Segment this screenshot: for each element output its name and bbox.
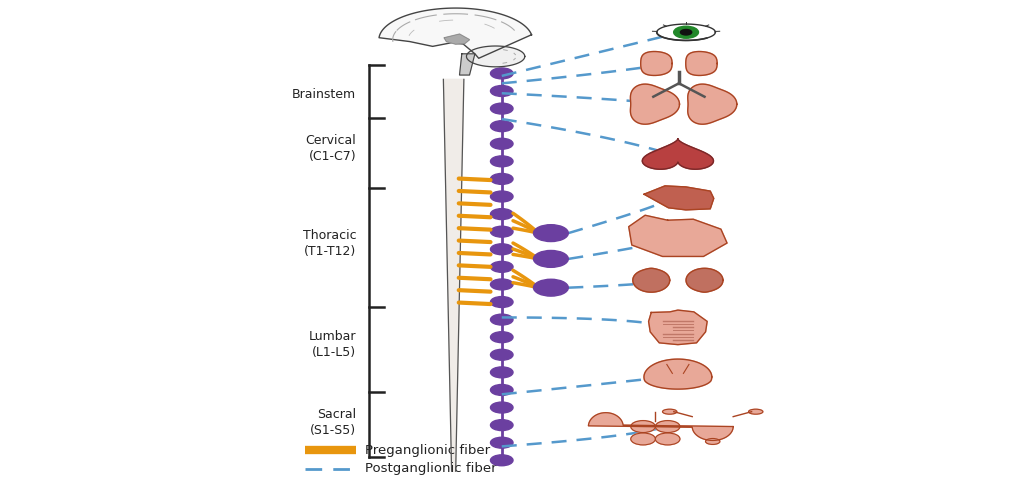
Circle shape (490, 174, 513, 185)
Circle shape (490, 332, 513, 343)
Circle shape (490, 226, 513, 237)
Circle shape (490, 297, 513, 308)
Circle shape (490, 349, 513, 360)
Polygon shape (443, 79, 464, 471)
Circle shape (490, 85, 513, 96)
Circle shape (490, 103, 513, 114)
Circle shape (490, 455, 513, 466)
Circle shape (631, 421, 655, 433)
Polygon shape (641, 52, 672, 75)
Circle shape (534, 225, 568, 242)
Circle shape (490, 279, 513, 290)
Circle shape (490, 68, 513, 79)
Polygon shape (444, 34, 469, 44)
Circle shape (490, 244, 513, 255)
Polygon shape (656, 24, 716, 40)
Circle shape (490, 191, 513, 202)
Text: Preganglionic fiber: Preganglionic fiber (365, 444, 489, 457)
Circle shape (490, 314, 513, 325)
Polygon shape (644, 186, 714, 210)
Ellipse shape (749, 409, 763, 414)
Polygon shape (633, 268, 670, 292)
Text: Cervical
(C1-C7): Cervical (C1-C7) (305, 134, 356, 163)
Polygon shape (688, 84, 737, 124)
Polygon shape (686, 268, 723, 292)
Circle shape (490, 367, 513, 378)
Polygon shape (467, 46, 524, 67)
Circle shape (534, 250, 568, 267)
Circle shape (490, 420, 513, 431)
Text: Postganglionic fiber: Postganglionic fiber (365, 462, 497, 475)
Ellipse shape (706, 438, 720, 444)
Polygon shape (648, 310, 708, 345)
Text: Brainstem: Brainstem (292, 88, 356, 101)
Circle shape (490, 437, 513, 448)
Text: Thoracic
(T1-T12): Thoracic (T1-T12) (303, 229, 356, 257)
Circle shape (655, 421, 680, 433)
Polygon shape (686, 52, 717, 75)
Circle shape (534, 279, 568, 296)
Polygon shape (460, 54, 475, 75)
Polygon shape (642, 139, 714, 169)
Circle shape (490, 209, 513, 220)
Circle shape (674, 26, 698, 38)
Circle shape (490, 402, 513, 413)
Text: Lumbar
(L1-L5): Lumbar (L1-L5) (309, 330, 356, 359)
Polygon shape (631, 84, 680, 124)
Circle shape (655, 433, 680, 445)
Polygon shape (644, 359, 712, 389)
Circle shape (490, 384, 513, 395)
Text: Sacral
(S1-S5): Sacral (S1-S5) (310, 408, 356, 437)
Circle shape (490, 121, 513, 131)
Circle shape (490, 138, 513, 149)
Ellipse shape (663, 409, 677, 414)
Circle shape (631, 433, 655, 445)
Polygon shape (379, 8, 531, 58)
Circle shape (681, 29, 692, 35)
Polygon shape (589, 413, 733, 440)
Circle shape (490, 156, 513, 167)
Circle shape (490, 261, 513, 272)
Polygon shape (629, 215, 727, 256)
